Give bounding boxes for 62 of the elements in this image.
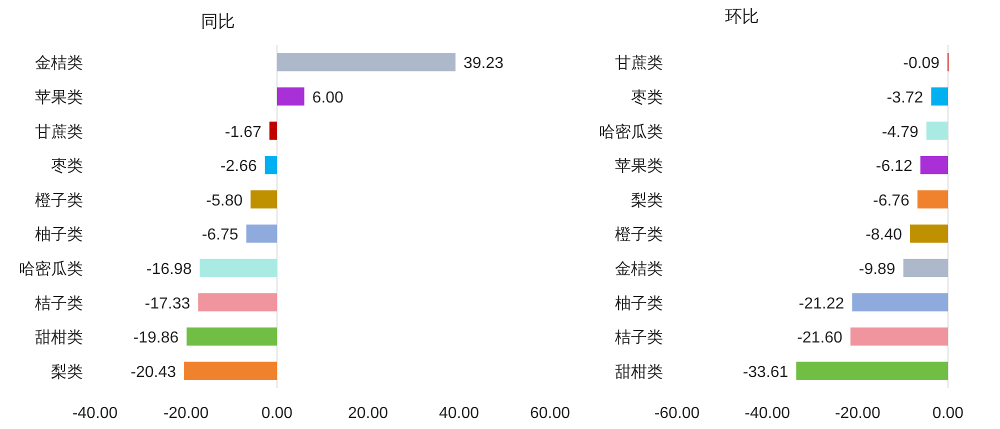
x-tick-label: 0.00 [261,405,293,422]
x-tick-label: -40.00 [72,405,118,422]
y-tick-label: 甘蔗类 [615,54,663,72]
bar [246,224,277,243]
y-tick-label: 苹果类 [35,88,83,106]
x-tick-label: -40.00 [744,405,790,422]
data-label: -2.66 [220,158,257,176]
x-tick-label: -20.00 [163,405,209,422]
bar [250,190,277,208]
bar [184,362,277,380]
data-label: -33.61 [742,364,788,381]
data-label: -19.86 [133,330,179,347]
bar [277,53,456,72]
y-tick-label: 柚子类 [615,294,663,312]
data-label: -3.72 [886,89,924,106]
y-tick-label: 梨类 [631,191,663,210]
data-label: -21.22 [798,295,844,312]
bar [198,293,277,312]
data-label: -0.09 [903,55,940,72]
chart-title: 同比 [201,12,235,31]
data-label: 39.23 [463,55,504,72]
y-tick-label: 橙子类 [35,191,83,210]
bar [264,156,277,174]
data-label: 6.00 [312,89,344,106]
y-tick-label: 哈密瓜类 [19,260,83,278]
x-tick-label: 0.00 [932,405,964,422]
y-tick-label: 甜柑类 [615,362,663,381]
y-tick-label: 金桔类 [35,54,83,72]
bar [200,258,277,278]
chart-title: 环比 [725,7,759,26]
data-label: -4.79 [882,124,918,141]
data-label: -6.12 [876,158,912,176]
y-tick-label: 梨类 [51,362,83,381]
data-label: -9.89 [858,260,896,278]
data-label: -17.33 [144,295,190,312]
y-tick-label: 橙子类 [615,226,663,244]
y-tick-label: 甘蔗类 [35,122,83,141]
data-label: -8.40 [866,226,902,244]
data-label: -5.80 [206,192,243,210]
y-tick-label: 枣类 [51,157,83,176]
bar [269,122,277,140]
data-label: -6.75 [202,226,238,244]
x-tick-label: 20.00 [348,405,388,422]
y-tick-label: 桔子类 [34,294,83,312]
x-tick-label: -60.00 [654,405,700,422]
data-label: -16.98 [146,260,192,278]
data-label: -1.67 [224,124,262,141]
y-tick-label: 甜柑类 [35,328,83,347]
y-tick-label: 哈密瓜类 [599,122,663,141]
y-tick-label: 桔子类 [614,328,663,347]
x-tick-label: 40.00 [438,405,480,422]
bar [277,87,304,106]
data-label: -20.43 [130,364,176,381]
y-tick-label: 苹果类 [615,157,663,176]
y-tick-label: 柚子类 [35,226,83,244]
data-label: -21.60 [797,330,843,347]
bar [186,327,277,346]
x-tick-label: -20.00 [834,405,880,422]
y-tick-label: 枣类 [631,88,663,106]
y-tick-label: 金桔类 [615,260,663,278]
x-tick-label: 60.00 [530,405,570,422]
data-label: -6.76 [873,192,910,210]
